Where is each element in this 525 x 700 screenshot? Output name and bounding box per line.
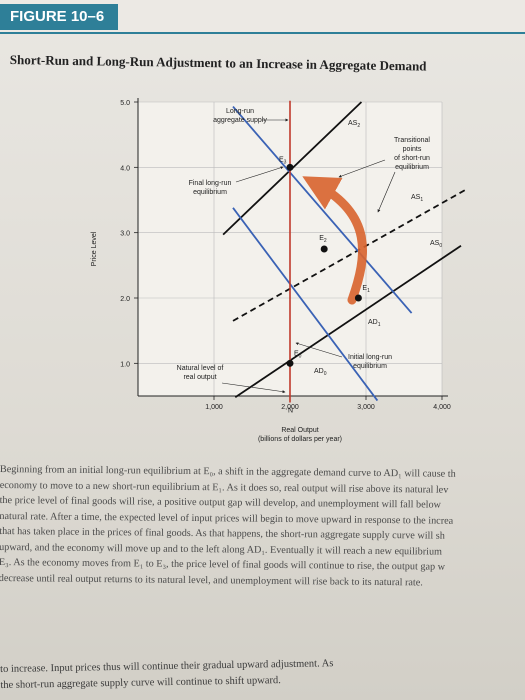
x-tick-label: 2,000: [281, 404, 299, 411]
curve-as1: [232, 189, 466, 322]
point-label-n: N: [288, 408, 293, 415]
annotation-natural: Natural level of: [177, 365, 224, 372]
chart: 1.0 2.0 3.0 4.0 5.0 1,000 2,000 3,000 4,000 Price…: [91, 98, 466, 443]
y-tick-label: 2.0: [120, 296, 130, 303]
annotation-initial-lr: equilibrium: [353, 363, 387, 370]
point-e3: [286, 163, 294, 171]
curve-label-as0: AS0: [430, 240, 442, 249]
annotation-initial-lr: Initial long-run: [348, 354, 392, 361]
curve-label-ad1: AD1: [368, 319, 381, 328]
adjustment-arrow: [302, 176, 368, 305]
annotation-lras: Long-run: [226, 108, 254, 115]
annotation-initial-lr-arrow: [295, 342, 343, 358]
y-axis-label: Price Level: [91, 231, 98, 266]
x-axis-label: (billions of dollars per year): [258, 436, 342, 443]
y-tick-label: 4.0: [120, 165, 130, 172]
annotation-transitional: of short-run: [394, 155, 430, 162]
curve-ad1: [232, 105, 413, 314]
curves: [222, 100, 466, 403]
annotation-natural: real output: [183, 374, 216, 381]
annotations: AS2 AS1 AS0 AD1 AD0 E0 E1 E2 E3 N Long-run aggregat…: [177, 108, 443, 415]
curve-label-as1: AS1: [411, 194, 423, 203]
axes: 1.0 2.0 3.0 4.0 5.0 1,000 2,000 3,000 4,000 Price…: [91, 98, 451, 443]
annotation-transitional: points: [403, 146, 422, 153]
equilibrium-points: [286, 163, 362, 367]
annotation-transitional-arrow: [377, 171, 396, 213]
point-e0: [286, 359, 294, 367]
y-tick-label: 5.0: [120, 100, 130, 107]
x-tick-label: 3,000: [357, 404, 375, 411]
annotation-final-lr-arrow: [235, 166, 284, 183]
y-tick-label: 1.0: [120, 361, 130, 368]
point-e1: [354, 294, 362, 302]
x-axis-label: Real Output: [281, 427, 318, 434]
y-tick-label: 3.0: [120, 231, 130, 238]
curve-label-ad0: AD0: [314, 368, 327, 377]
figure-caption: Beginning from an initial long-run equil…: [0, 462, 525, 592]
x-tick-label: 1,000: [205, 404, 223, 411]
body-text: to increase. Input prices thus will cont…: [0, 653, 525, 694]
annotation-final-lr: equilibrium: [193, 189, 227, 196]
x-tick-label: 4,000: [433, 404, 451, 411]
annotation-lras: aggregate supply: [213, 117, 267, 124]
annotation-transitional: Transitional: [394, 137, 430, 144]
point-label-e3: E3: [279, 156, 287, 165]
curve-ad0: [232, 207, 379, 402]
figure-header: FIGURE 10–6: [0, 0, 525, 34]
annotation-transitional: equilibrium: [395, 164, 429, 171]
point-e2: [320, 245, 328, 253]
annotation-natural-arrow: [221, 382, 286, 394]
point-label-e1: E1: [362, 285, 370, 294]
curve-as0: [234, 244, 462, 399]
figure-label: FIGURE 10–6: [0, 4, 118, 30]
point-label-e0: E0: [294, 350, 302, 359]
curve-label-as2: AS2: [348, 120, 360, 129]
figure-header-rule: [0, 32, 525, 34]
annotation-transitional-arrow: [338, 159, 386, 178]
annotation-final-lr: Final long-run: [189, 180, 232, 187]
point-label-e2: E2: [319, 235, 327, 244]
